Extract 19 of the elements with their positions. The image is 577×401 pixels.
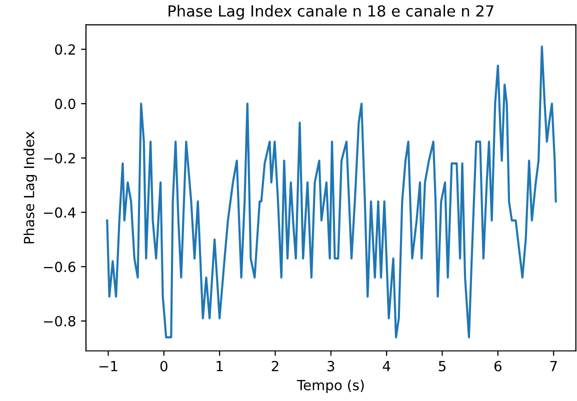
line-series <box>106 46 557 338</box>
x-tick-label: 2 <box>272 360 278 372</box>
y-tick-label: 0.0 <box>55 98 76 110</box>
x-tick-label: 7 <box>550 361 557 372</box>
y-tick-label: −0.6 <box>44 262 76 272</box>
x-tick-label: 5 <box>438 361 446 372</box>
x-axis-title: Tempo (s) <box>296 380 364 394</box>
y-tick-label: −0.8 <box>44 316 76 326</box>
x-tick-label: 6 <box>494 360 502 372</box>
x-tick-label: 0 <box>160 360 168 372</box>
y-axis-title: Phase Lag Index <box>24 132 37 244</box>
x-tick-label: −1 <box>99 361 118 372</box>
x-tick-label: 1 <box>216 361 223 372</box>
x-tick-label: 3 <box>328 360 334 372</box>
y-tick-label: −0.2 <box>44 152 75 164</box>
chart-title: Phase Lag Index canale n 18 e canale n 27 <box>168 4 494 20</box>
y-tick-label: −0.4 <box>44 207 76 218</box>
y-tick-label: 0.2 <box>55 44 75 55</box>
x-tick-label: 4 <box>382 361 390 372</box>
